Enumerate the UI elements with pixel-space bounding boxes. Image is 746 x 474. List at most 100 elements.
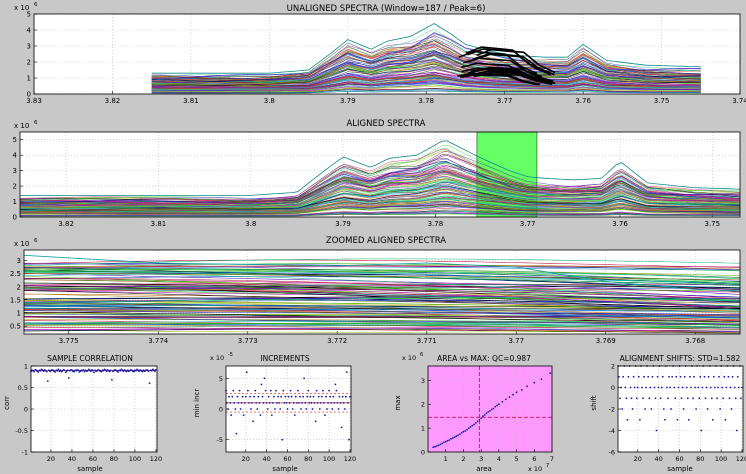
increments-point: [256, 408, 259, 410]
increments-point: [255, 402, 258, 404]
increments-point: [306, 395, 309, 398]
peak-trace-line: [457, 72, 536, 85]
shifts-xtick-label: 20: [634, 455, 642, 463]
increments-point: [282, 389, 285, 392]
correlation-point: [33, 370, 35, 373]
area-max-x-exponent-power: 7: [546, 463, 549, 469]
increments-point: [311, 408, 314, 410]
unaligned-spectrum-line: [151, 79, 701, 91]
unaligned-xtick-label: 3.74: [732, 97, 746, 105]
zoomed-spectra-lines: [24, 254, 740, 334]
area_max-axes-border: [427, 365, 553, 453]
shifts-point: [675, 375, 678, 378]
aligned-xtick-label: 3.78: [428, 220, 444, 228]
area_max-point: [494, 405, 497, 408]
increments-point: [338, 395, 341, 398]
area_max-point: [448, 439, 451, 441]
zoomed-top-trace: [24, 254, 740, 292]
increments-point: [247, 389, 249, 392]
area-max-y-exponent-power: 6: [420, 352, 423, 358]
correlation-point: [64, 371, 67, 374]
area_max-point: [436, 445, 438, 447]
shifts-point: [677, 386, 680, 389]
increments-point: [234, 408, 237, 410]
increments-point: [342, 402, 345, 404]
aligned-ytick-label: 1: [13, 198, 17, 206]
increments-point: [230, 414, 233, 416]
area_max-point: [441, 442, 444, 445]
increments-point: [317, 395, 320, 398]
aligned-xtick-label: 3.81: [151, 220, 167, 228]
aligned-spectrum-line: [20, 153, 740, 204]
increments-point: [281, 438, 284, 441]
correlation-point: [119, 369, 122, 372]
unaligned-spectrum-line: [151, 71, 701, 89]
increments-point: [274, 408, 276, 410]
increments-ylabel: min incr: [193, 389, 201, 418]
increments-point: [272, 402, 274, 404]
increments-point: [285, 402, 288, 404]
correlation-point: [89, 370, 92, 373]
unaligned-xtick-label: 3.8: [264, 97, 275, 105]
increments-xtick-label: 40: [262, 455, 270, 463]
correlation-point: [56, 369, 59, 372]
correlation-point: [73, 370, 75, 373]
shifts-xlabel: sample: [667, 465, 692, 473]
increments-point: [310, 402, 313, 404]
shifts-point: [622, 375, 625, 378]
shifts-point: [653, 386, 656, 389]
zoomed-spectra-panel: ZOOMED ALIGNED SPECTRA x 10 6 3.775 3.774…: [10, 236, 741, 345]
area_max-point: [501, 400, 504, 403]
increments-point: [266, 408, 269, 410]
increments-point: [262, 402, 265, 404]
unaligned-ytick-label: 4: [27, 27, 32, 35]
increments-point: [325, 395, 327, 398]
increments-point: [347, 402, 349, 404]
shifts-point: [643, 375, 645, 378]
increments-point: [278, 402, 280, 404]
unaligned-y-exponent: x 10: [14, 4, 29, 12]
increments-point: [226, 402, 228, 404]
correlation-ytick-label: 0.5: [18, 384, 28, 392]
area_max-point: [490, 408, 493, 411]
unaligned-spectrum-line: [151, 38, 701, 80]
shifts-point: [728, 397, 731, 400]
aligned-spectrum-line: [20, 158, 740, 204]
increments-point: [258, 402, 261, 404]
increments-point: [323, 402, 325, 404]
aligned-spectrum-line: [20, 172, 740, 205]
correlation-point: [67, 377, 70, 379]
unaligned-ytick-label: 1: [27, 75, 31, 83]
increments-point: [304, 402, 307, 404]
area_max-point: [444, 440, 447, 443]
shifts-point: [660, 386, 663, 389]
shifts-point: [716, 397, 718, 400]
shifts-point: [656, 375, 659, 378]
shifts-point: [685, 386, 688, 389]
zoomed-spectrum-line: [24, 326, 740, 331]
increments-ytick-label: 5: [219, 375, 223, 383]
area_max-point: [521, 389, 523, 391]
shifts-point: [639, 418, 641, 421]
aligned-spectrum-line: [20, 184, 740, 209]
increments-xtick-label: 80: [304, 455, 312, 463]
shifts-point: [644, 408, 646, 410]
correlation-point: [86, 369, 89, 372]
zoomed-spectrum-line: [24, 296, 740, 303]
area-vs-max-panel: AREA vs MAX: QC=0.987 area max x 10 6 x …: [394, 352, 554, 473]
increments-point: [340, 426, 343, 429]
area_max-point: [451, 437, 454, 439]
increments-point: [269, 389, 272, 392]
shifts-ytick-label: -2: [609, 406, 615, 414]
aligned-axes-border: [19, 131, 741, 218]
aligned-spectrum-line: [20, 205, 740, 215]
shifts-point: [641, 386, 643, 389]
shifts-xtick-label: 60: [675, 455, 683, 463]
area_max-xtick-label: 2: [461, 455, 465, 463]
zoomed-xtick-label: 3.772: [327, 337, 347, 345]
increments-point: [343, 408, 346, 410]
area_max-point: [498, 403, 500, 406]
shifts-point: [690, 386, 692, 389]
unaligned-spectrum-line: [151, 65, 701, 87]
increments-point: [261, 395, 264, 398]
